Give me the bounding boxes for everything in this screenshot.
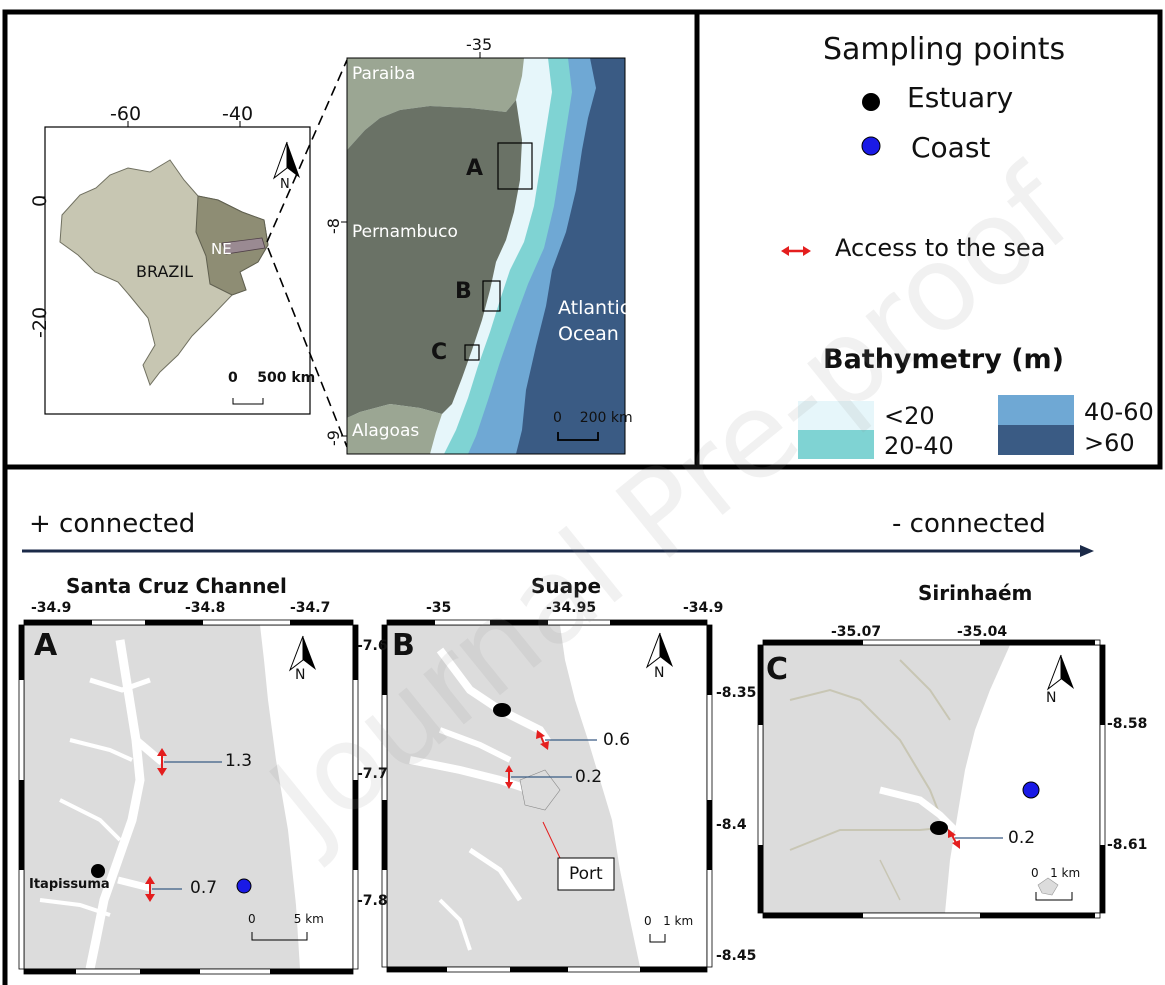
panel-a-lon-tick: -34.8 <box>185 600 226 616</box>
port-label: Port <box>569 864 603 884</box>
site-title-b: Suape <box>531 574 602 598</box>
site-label-c: C <box>431 340 448 365</box>
brazil-lon-tick: -40 <box>222 103 254 125</box>
panel-b-lat-tick: -8.35 <box>716 685 757 701</box>
country-label: BRAZIL <box>136 262 193 281</box>
bathy-swatch-20-40 <box>798 430 874 459</box>
connector-line <box>267 247 348 448</box>
access-value: 1.3 <box>225 751 253 771</box>
north-label: N <box>280 177 290 192</box>
access-value: 0.2 <box>1008 828 1036 848</box>
access-value: 0.2 <box>575 767 603 787</box>
legend-title: Sampling points <box>823 32 1066 67</box>
brazil-map <box>39 121 311 415</box>
panel-a-map <box>18 619 359 975</box>
brazil-scale-label: 0 500 km <box>228 370 316 386</box>
panel-c-lon-tick: -35.04 <box>957 624 1008 640</box>
panel-a-letter: A <box>34 628 58 663</box>
panel-b-lat-tick: -8.45 <box>716 948 757 964</box>
north-arrow-brazil <box>272 141 300 180</box>
state-label-pernambuco: Pernambuco <box>352 222 458 242</box>
connectivity-left-label: + connected <box>29 509 196 539</box>
panel-a-scale-label: 0 5 km <box>248 912 324 926</box>
bathy-label-gt60: >60 <box>1084 429 1135 457</box>
ocean-label-line2: Ocean <box>558 323 619 345</box>
legend-markers <box>781 93 1074 459</box>
panel-a-lat-tick: -7.8 <box>357 893 388 909</box>
brazil-lon-tick: -60 <box>110 103 142 125</box>
estuary-marker <box>862 93 880 111</box>
panel-c-scale-label: 0 1 km <box>1031 866 1081 880</box>
site-title-c: Sirinhaém <box>918 581 1033 605</box>
place-label-itapissuma: Itapissuma <box>29 877 110 892</box>
pernambuco-map <box>341 52 626 455</box>
brazil-lat-tick: -20 <box>29 306 51 338</box>
panel-c-lon-tick: -35.07 <box>831 624 882 640</box>
bathy-swatch-lt20 <box>798 401 874 430</box>
bathy-swatch-gt60 <box>998 425 1074 455</box>
panel-c-lat-tick: -8.58 <box>1107 716 1148 732</box>
panel-b-lat-tick: -8.4 <box>716 817 747 833</box>
panel-a-lat-tick: -7.6 <box>357 638 388 654</box>
panel-b-lon-tick: -35 <box>426 600 452 616</box>
site-title-a: Santa Cruz Channel <box>66 574 287 598</box>
panel-c-north-label: N <box>1046 690 1057 706</box>
pe-lon-tick: -35 <box>466 35 493 54</box>
pe-scale-label: 0 200 km <box>553 410 633 426</box>
bathy-label-40-60: 40-60 <box>1084 398 1154 426</box>
connectivity-right-label: - connected <box>892 509 1046 539</box>
site-label-a: A <box>466 156 484 181</box>
panel-c-lat-tick: -8.61 <box>1107 837 1148 853</box>
coast-marker <box>861 136 881 156</box>
connector-line <box>266 59 348 243</box>
bathy-swatch-40-60 <box>998 395 1074 425</box>
legend-item-estuary: Estuary <box>907 81 1014 114</box>
bathymetry-title: Bathymetry (m) <box>823 344 1065 375</box>
access-value: 0.7 <box>190 878 218 898</box>
pe-lat-tick: -8 <box>324 218 343 234</box>
panel-b-map <box>381 619 713 973</box>
panel-b-lon-tick: -34.95 <box>546 600 597 616</box>
panel-a-lat-tick: -7.7 <box>357 766 388 782</box>
connectivity-arrow <box>22 545 1094 557</box>
site-label-b: B <box>455 279 472 304</box>
state-label-alagoas: Alagoas <box>352 421 420 441</box>
panel-b-scale-label: 0 1 km <box>644 914 694 928</box>
panel-b-lon-tick: -34.9 <box>683 600 724 616</box>
ocean-label-line1: Atlantic <box>558 297 631 319</box>
panel-a-north-label: N <box>295 667 306 683</box>
brazil-lat-tick: 0 <box>29 194 51 207</box>
bathy-label-20-40: 20-40 <box>884 432 954 460</box>
pe-lat-tick: -9 <box>324 430 343 446</box>
bathy-label-lt20: <20 <box>884 402 935 430</box>
panel-b-north-label: N <box>654 665 665 681</box>
access-value: 0.6 <box>603 730 631 750</box>
state-label-paraiba: Paraiba <box>352 64 416 84</box>
legend-access-label: Access to the sea <box>835 234 1046 262</box>
panel-c-letter: C <box>766 652 789 687</box>
access-arrow-marker <box>781 246 811 256</box>
legend-item-coast: Coast <box>911 131 991 164</box>
region-label: NE <box>211 240 232 258</box>
port-label-box <box>557 857 615 891</box>
panel-a-lon-tick: -34.7 <box>290 600 331 616</box>
panel-b-letter: B <box>392 628 415 663</box>
panel-c-map <box>757 639 1106 919</box>
panel-a-lon-tick: -34.9 <box>31 600 72 616</box>
